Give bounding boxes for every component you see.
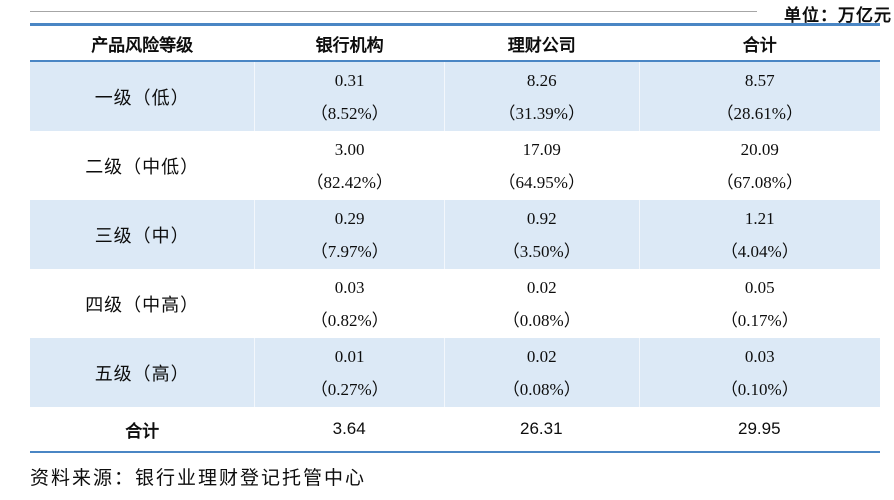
table-row: 二级（中低） 3.00 （82.42%） 17.09 （64.95%） 20.0… [30,131,880,200]
cell-total: 20.09 （67.08%） [638,131,880,200]
cell-percent: （3.50%） [502,241,581,261]
cell-percent: （0.17%） [720,310,799,330]
cell-wealth: 0.02 （0.08%） [443,338,639,407]
cell-bank: 0.31 （8.52%） [254,62,444,131]
cell-percent: （0.08%） [502,379,581,399]
cell-percent: （64.95%） [498,172,585,192]
cell-value: 0.05 [744,277,775,297]
cell-bank: 0.03 （0.82%） [254,269,444,338]
total-wealth: 26.31 [519,419,563,438]
header-total: 合计 [638,30,880,56]
cell-percent: （8.52%） [310,103,389,123]
cell-value: 0.03 [334,277,365,297]
cell-percent: （0.82%） [310,310,389,330]
table-row: 三级（中） 0.29 （7.97%） 0.92 （3.50%） 1.21 （4.… [30,200,880,269]
row-label: 三级（中） [94,225,190,246]
data-source-note: 资料来源：银行业理财登记托管中心 [30,468,367,489]
cell-value: 0.01 [334,346,365,366]
cell-bank: 3.00 （82.42%） [254,131,444,200]
cell-percent: （4.04%） [720,241,799,261]
header-risk-level: 产品风险等级 [91,35,194,55]
cell-value: 0.02 [526,346,557,366]
row-label: 一级（低） [94,87,190,108]
cell-value: 1.21 [744,208,775,228]
cell-value: 8.57 [744,70,775,90]
table-header-row: 产品风险等级 银行机构 理财公司 合计 [30,23,880,62]
table-total-row: 合计 3.64 26.31 29.95 [30,407,880,453]
cell-total: 0.05 （0.17%） [638,269,880,338]
cell-bank: 0.29 （7.97%） [254,200,444,269]
header-wealth-co: 理财公司 [443,30,639,56]
table-row: 一级（低） 0.31 （8.52%） 8.26 （31.39%） 8.57 （2… [30,62,880,131]
unit-label: 单位：万亿元 [784,6,892,25]
cell-percent: （0.10%） [720,379,799,399]
cell-total: 1.21 （4.04%） [638,200,880,269]
cell-wealth: 17.09 （64.95%） [443,131,639,200]
cell-percent: （0.27%） [310,379,389,399]
cell-total: 8.57 （28.61%） [638,62,880,131]
cell-value: 3.00 [334,139,365,159]
row-label: 二级（中低） [85,156,200,177]
table-row: 五级（高） 0.01 （0.27%） 0.02 （0.08%） 0.03 （0.… [30,338,880,407]
cell-percent: （67.08%） [716,172,803,192]
total-total: 29.95 [738,419,781,438]
table-row: 四级（中高） 0.03 （0.82%） 0.02 （0.08%） 0.05 （0… [30,269,880,338]
cell-total: 0.03 （0.10%） [638,338,880,407]
cell-value: 0.29 [334,208,365,228]
cell-wealth: 8.26 （31.39%） [443,62,639,131]
cell-percent: （28.61%） [716,103,803,123]
cell-value: 0.03 [744,346,775,366]
risk-level-table: 产品风险等级 银行机构 理财公司 合计 一级（低） 0.31 （8.52%） 8… [30,23,880,453]
cell-percent: （7.97%） [310,241,389,261]
cell-bank: 0.01 （0.27%） [254,338,444,407]
cell-value: 0.31 [334,70,365,90]
cell-value: 17.09 [522,139,561,159]
row-label: 四级（中高） [85,294,200,315]
top-divider [30,11,757,12]
row-label: 五级（高） [94,363,190,384]
cell-percent: （31.39%） [498,103,585,123]
cell-value: 20.09 [740,139,779,159]
cell-value: 8.26 [526,70,557,90]
total-bank: 3.64 [332,419,366,438]
cell-wealth: 0.92 （3.50%） [443,200,639,269]
cell-value: 0.92 [526,208,557,228]
cell-value: 0.02 [526,277,557,297]
header-bank: 银行机构 [254,30,444,56]
cell-wealth: 0.02 （0.08%） [443,269,639,338]
cell-percent: （0.08%） [502,310,581,330]
cell-percent: （82.42%） [306,172,393,192]
total-row-label: 合计 [125,421,160,441]
